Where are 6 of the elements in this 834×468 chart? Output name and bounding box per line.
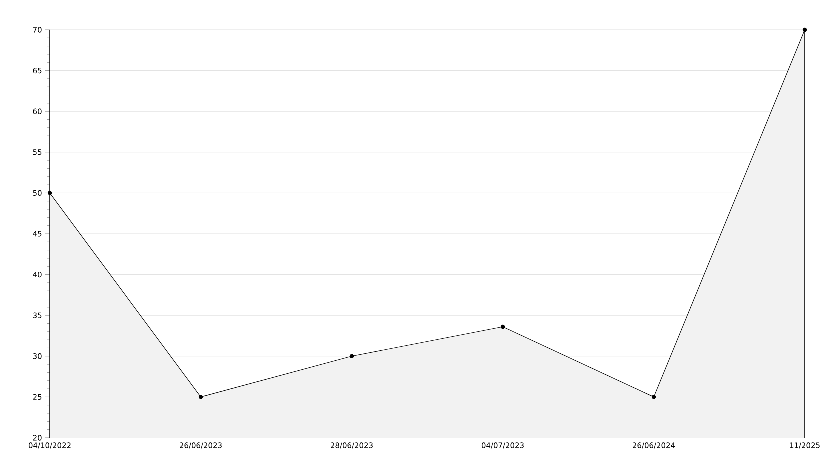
point — [500, 324, 506, 330]
point — [802, 28, 808, 32]
point — [350, 354, 354, 358]
point — [198, 395, 204, 400]
point — [652, 395, 656, 400]
point — [48, 191, 52, 196]
